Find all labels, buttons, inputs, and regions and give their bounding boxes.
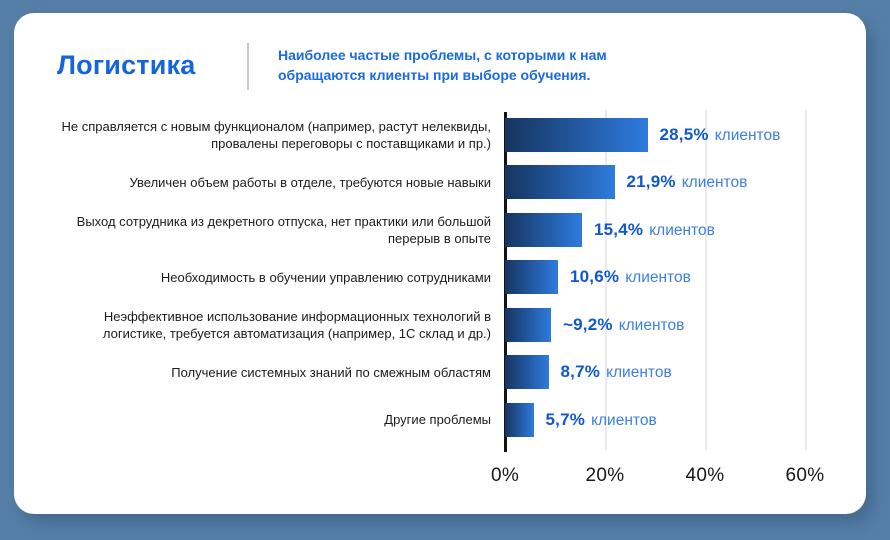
value-label: 28,5% клиентов <box>660 125 781 145</box>
page-title: Логистика <box>57 50 196 80</box>
subtitle-line-2: обращаются клиенты при выборе обучения. <box>278 67 591 83</box>
value-unit: клиентов <box>714 126 781 144</box>
x-tick-label: 60% <box>785 465 825 486</box>
value-label: 8,7% клиентов <box>561 362 672 382</box>
value-unit: клиентов <box>606 364 672 382</box>
chart-row: Увеличен объем работы в отделе, требуютс… <box>44 159 856 207</box>
category-label: Выход сотрудника из декретного отпуска, … <box>76 213 491 246</box>
bar-zone: 5,7% клиентов <box>505 396 856 444</box>
x-tick-label: 40% <box>685 465 725 486</box>
chart-row: Необходимость в обучении управлению сотр… <box>44 254 856 302</box>
value-label: 10,6% клиентов <box>570 267 691 287</box>
category-label: Другие проблемы <box>384 412 491 428</box>
bar-zone: 8,7% клиентов <box>505 349 856 397</box>
value-percent: 10,6% <box>570 267 620 287</box>
bar <box>505 165 615 200</box>
value-label: 5,7% клиентов <box>546 410 657 430</box>
value-percent: 8,7% <box>560 362 601 382</box>
value-unit: клиентов <box>591 411 657 429</box>
category-label: Получение системных знаний по смежным об… <box>171 364 491 380</box>
category-label: Увеличен объем работы в отделе, требуютс… <box>129 174 491 190</box>
category-label: Неэффективное использование информационн… <box>102 308 491 341</box>
value-unit: клиентов <box>618 316 685 334</box>
bar-zone: 15,4% клиентов <box>505 206 856 254</box>
chart-row: Получение системных знаний по смежным об… <box>44 349 856 397</box>
x-axis: 0% 20% 40% 60% <box>491 465 850 491</box>
bar-zone: 28,5% клиентов <box>505 111 856 159</box>
bar <box>505 307 551 342</box>
value-unit: клиентов <box>681 174 748 192</box>
chart-subtitle: Наиболее частые проблемы, с которыми к н… <box>278 45 607 85</box>
value-label: 15,4% клиентов <box>594 220 715 240</box>
subtitle-line-1: Наиболее частые проблемы, с которыми к н… <box>278 47 607 63</box>
value-percent: 21,9% <box>626 172 676 192</box>
value-percent: 28,5% <box>659 124 709 144</box>
value-unit: клиентов <box>625 269 691 287</box>
bar <box>505 260 558 295</box>
value-label: ~9,2% клиентов <box>563 315 684 335</box>
category-label: Необходимость в обучении управлению сотр… <box>160 269 491 285</box>
bar-zone: 21,9% клиентов <box>505 159 856 207</box>
chart-row: Выход сотрудника из декретного отпуска, … <box>44 206 856 254</box>
chart-row: Другие проблемы 5,7% клиентов <box>44 396 856 444</box>
bar <box>505 402 534 437</box>
slide-card: Логистика Наиболее частые проблемы, с ко… <box>14 13 866 514</box>
value-unit: клиентов <box>649 221 715 239</box>
value-percent: ~9,2% <box>563 314 613 334</box>
chart-rows: Не справляется с новым функционалом (нап… <box>44 111 856 444</box>
bar <box>505 212 582 247</box>
chart-row: Не справляется с новым функционалом (нап… <box>44 111 856 159</box>
value-percent: 15,4% <box>594 219 644 239</box>
value-percent: 5,7% <box>545 409 586 429</box>
category-label: Не справляется с новым функционалом (нап… <box>61 118 491 151</box>
chart-row: Неэффективное использование информационн… <box>44 301 856 349</box>
header-divider <box>247 43 249 90</box>
value-label: 21,9% клиентов <box>627 172 748 192</box>
bar <box>505 117 648 152</box>
bar-zone: ~9,2% клиентов <box>505 301 856 349</box>
x-tick-label: 20% <box>585 465 625 486</box>
x-tick-label: 0% <box>490 465 520 486</box>
bar-zone: 10,6% клиентов <box>505 254 856 302</box>
header: Логистика Наиболее частые проблемы, с ко… <box>57 39 846 91</box>
bar <box>505 355 549 390</box>
